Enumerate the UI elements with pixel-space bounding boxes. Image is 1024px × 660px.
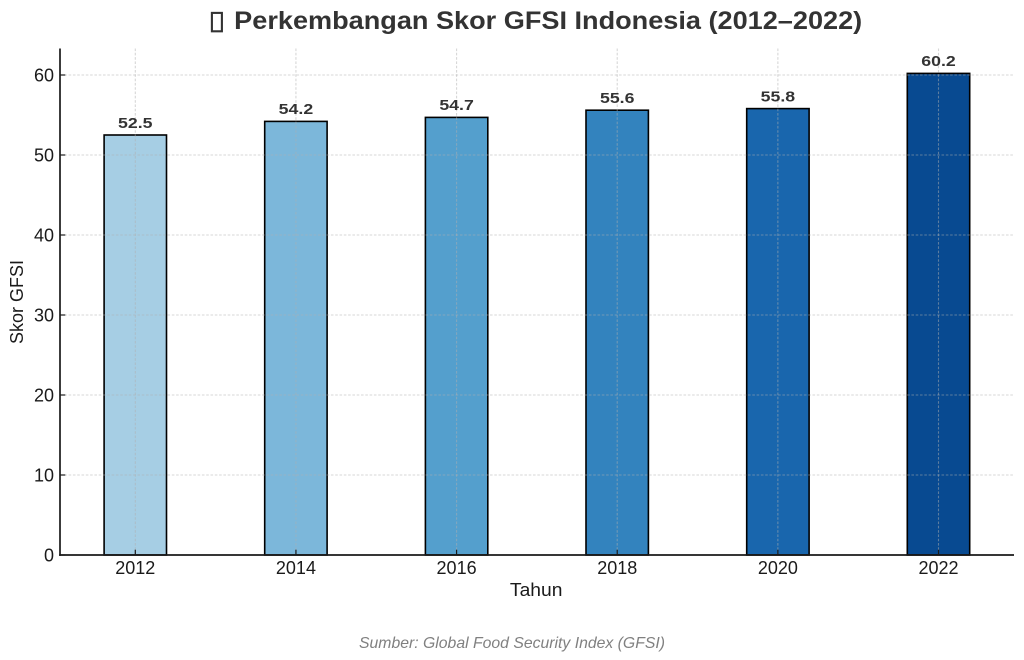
svg-text:60: 60 xyxy=(34,66,54,86)
svg-text:2014: 2014 xyxy=(276,558,316,578)
svg-text:2022: 2022 xyxy=(918,558,958,578)
svg-text:Tahun: Tahun xyxy=(510,580,563,600)
svg-text:2020: 2020 xyxy=(758,558,798,578)
svg-text:10: 10 xyxy=(34,466,54,486)
svg-text:40: 40 xyxy=(34,226,54,246)
svg-text:0: 0 xyxy=(44,546,54,566)
svg-text:55.6: 55.6 xyxy=(600,90,635,107)
svg-text:54.7: 54.7 xyxy=(439,97,474,114)
svg-text:Perkembangan Skor GFSI Indones: Perkembangan Skor GFSI Indonesia (2012–2… xyxy=(234,7,862,35)
svg-text:60.2: 60.2 xyxy=(921,53,956,70)
svg-text:Sumber: Global Food Security I: Sumber: Global Food Security Index (GFSI… xyxy=(359,635,665,652)
svg-text:20: 20 xyxy=(34,386,54,406)
svg-text:Skor GFSI: Skor GFSI xyxy=(7,260,27,344)
svg-text:52.5: 52.5 xyxy=(118,115,153,132)
svg-text:2018: 2018 xyxy=(597,558,637,578)
svg-text:30: 30 xyxy=(34,306,54,326)
svg-text:55.8: 55.8 xyxy=(761,88,796,105)
svg-text:54.2: 54.2 xyxy=(279,101,314,118)
svg-text:2016: 2016 xyxy=(437,558,477,578)
svg-text:50: 50 xyxy=(34,146,54,166)
svg-text:2012: 2012 xyxy=(115,558,155,578)
